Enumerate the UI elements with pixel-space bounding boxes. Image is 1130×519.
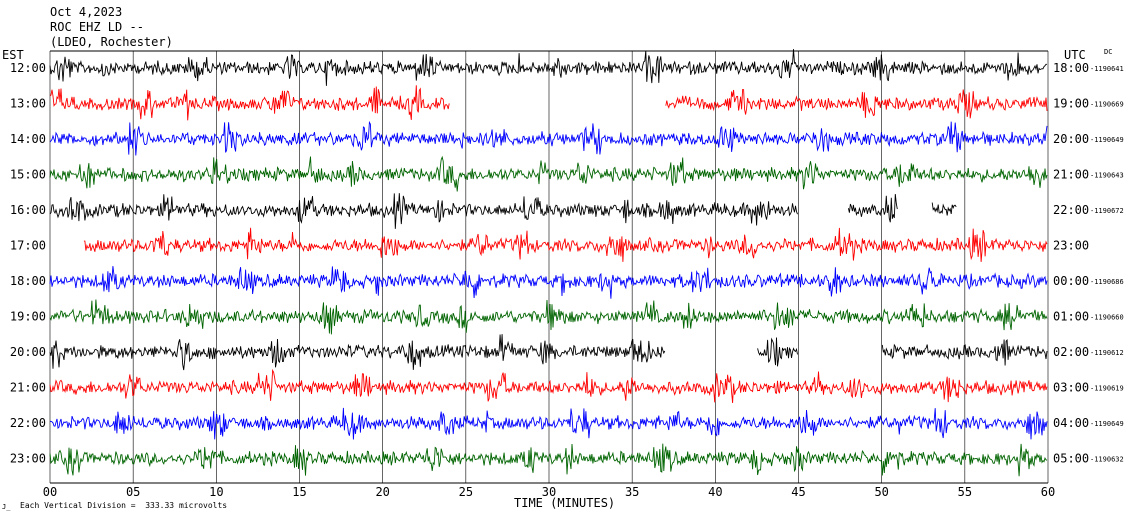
trace-13:00-seg0 — [49, 85, 450, 121]
dc-value: -1190641 — [1090, 65, 1124, 73]
trace-20:00-seg1 — [757, 337, 798, 367]
est-label-20:00: 20:00 — [10, 345, 46, 359]
trace-18:00-seg0 — [49, 266, 1048, 299]
x-tick-20: 20 — [375, 485, 389, 499]
header-station: ROC EHZ LD -- — [50, 20, 144, 34]
trace-16:00-seg1 — [847, 193, 898, 223]
est-label-12:00: 12:00 — [10, 61, 46, 75]
dc-value: -1190612 — [1090, 349, 1124, 357]
scale-icon: J̲ — [2, 503, 11, 511]
dc-value: -1190619 — [1090, 385, 1124, 393]
est-label-18:00: 18:00 — [10, 274, 46, 288]
x-axis-title: TIME (MINUTES) — [514, 496, 616, 510]
trace-16:00-seg2 — [931, 202, 957, 216]
trace-14:00-seg0 — [49, 120, 1048, 156]
dc-label: DC — [1104, 48, 1113, 56]
right-timezone-label: UTC — [1064, 48, 1086, 62]
est-label-19:00: 19:00 — [10, 310, 46, 324]
x-tick-50: 50 — [874, 485, 888, 499]
utc-label-01:00: 01:00 — [1053, 310, 1089, 324]
trace-16:00-seg0 — [49, 193, 798, 229]
trace-21:00-seg0 — [49, 368, 1048, 404]
trace-19:00-seg0 — [49, 299, 1048, 335]
x-tick-30: 30 — [542, 485, 556, 499]
utc-label-23:00: 23:00 — [1053, 239, 1089, 253]
est-label-22:00: 22:00 — [10, 416, 46, 430]
left-timezone-label: EST — [2, 48, 24, 62]
x-tick-40: 40 — [708, 485, 722, 499]
est-label-15:00: 15:00 — [10, 168, 46, 182]
utc-label-05:00: 05:00 — [1053, 452, 1089, 466]
trace-12:00-seg0 — [49, 49, 1047, 86]
trace-15:00-seg0 — [49, 155, 1048, 192]
dc-value: -1190649 — [1090, 136, 1124, 144]
trace-13:00-seg1 — [665, 89, 1048, 119]
x-tick-45: 45 — [791, 485, 805, 499]
est-label-14:00: 14:00 — [10, 132, 46, 146]
x-tick-10: 10 — [209, 485, 223, 499]
x-tick-60: 60 — [1041, 485, 1055, 499]
est-label-16:00: 16:00 — [10, 203, 46, 217]
utc-label-02:00: 02:00 — [1053, 345, 1089, 359]
utc-label-19:00: 19:00 — [1053, 97, 1089, 111]
utc-label-04:00: 04:00 — [1053, 416, 1089, 430]
utc-label-21:00: 21:00 — [1053, 168, 1089, 182]
est-label-21:00: 21:00 — [10, 381, 46, 395]
trace-20:00-seg0 — [49, 334, 666, 371]
utc-label-18:00: 18:00 — [1053, 61, 1089, 75]
utc-label-00:00: 00:00 — [1053, 274, 1089, 288]
x-tick-05: 05 — [126, 485, 140, 499]
utc-label-20:00: 20:00 — [1053, 132, 1089, 146]
est-label-23:00: 23:00 — [10, 452, 46, 466]
header-network: (LDEO, Rochester) — [50, 35, 173, 49]
trace-23:00-seg0 — [49, 443, 1048, 477]
dc-value: -1190643 — [1090, 172, 1124, 180]
trace-20:00-seg2 — [881, 338, 1048, 366]
scale-note: Each Vertical Division = 333.33 microvol… — [20, 501, 228, 510]
dc-value: -1190660 — [1090, 314, 1124, 322]
utc-label-03:00: 03:00 — [1053, 381, 1089, 395]
x-tick-00: 00 — [43, 485, 57, 499]
dc-value: -1190686 — [1090, 278, 1124, 286]
x-tick-35: 35 — [625, 485, 639, 499]
trace-17:00-seg0 — [83, 227, 1048, 262]
dc-value: -1190632 — [1090, 456, 1124, 464]
est-label-17:00: 17:00 — [10, 239, 46, 253]
x-tick-55: 55 — [958, 485, 972, 499]
header-date: Oct 4,2023 — [50, 5, 123, 19]
est-label-13:00: 13:00 — [10, 97, 46, 111]
x-tick-15: 15 — [292, 485, 306, 499]
trace-22:00-seg0 — [49, 407, 1048, 440]
dc-value: -1190672 — [1090, 207, 1124, 215]
x-tick-25: 25 — [459, 485, 473, 499]
dc-value: -1190649 — [1090, 420, 1124, 428]
dc-value: -1190669 — [1090, 101, 1124, 109]
utc-label-22:00: 22:00 — [1053, 203, 1089, 217]
